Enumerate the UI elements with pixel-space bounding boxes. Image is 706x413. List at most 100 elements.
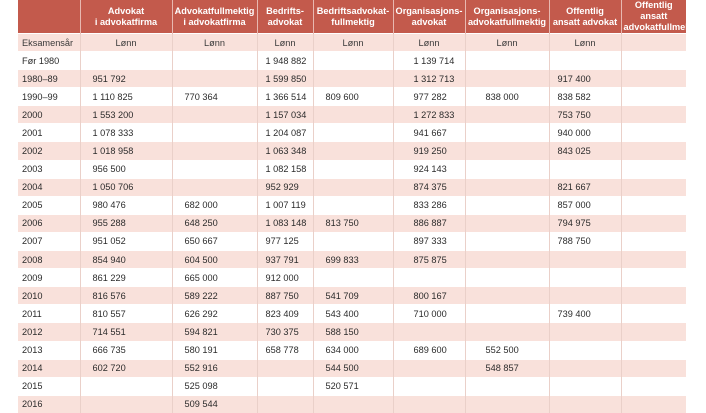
salary-cell: 594 821	[171, 322, 257, 341]
table-row: 1980–89 951 792 1 599 850 1 312 713 917 400	[18, 69, 686, 88]
salary-cell	[548, 394, 621, 413]
salary-cell	[620, 376, 686, 396]
column-subheader: Lønn	[464, 33, 549, 52]
salary-cell	[256, 376, 313, 396]
column-header: Offentlig ansatt advokat	[548, 0, 621, 34]
table-row: 2015 525 098 520 571	[18, 376, 686, 396]
table-row: Før 1980 1 948 882 1 139 714	[18, 50, 686, 70]
salary-cell: 1 078 333	[79, 123, 172, 142]
salary-cell	[464, 177, 549, 197]
subheader-row: Eksamensår Lønn Lønn Lønn Lønn Lønn Lønn Lønn	[18, 33, 686, 52]
salary-cell	[464, 69, 549, 88]
salary-cell	[620, 304, 686, 323]
salary-cell: 857 000	[548, 195, 621, 215]
salary-cell: 1 050 706	[79, 177, 172, 197]
salary-cell: 897 333	[392, 231, 465, 251]
salary-cell	[464, 250, 549, 269]
row-year-label: 2006	[18, 213, 80, 233]
salary-cell: 710 000	[392, 304, 465, 323]
salary-cell: 1 204 087	[256, 123, 313, 142]
column-header: Advokat i advokatfirma	[79, 0, 172, 34]
salary-cell: 714 551	[79, 322, 172, 341]
salary-cell: 541 709	[312, 286, 393, 305]
header-corner-cell	[18, 0, 80, 34]
row-year-label: 2009	[18, 268, 80, 287]
salary-cell: 1 007 119	[256, 195, 313, 215]
salary-cell	[312, 105, 393, 124]
salary-cell	[171, 105, 257, 124]
salary-cell: 977 282	[392, 87, 465, 106]
salary-cell: 520 571	[312, 376, 393, 396]
salary-cell	[312, 177, 393, 197]
table-row: 2002 1 018 958 1 063 348 919 250 843 025	[18, 141, 686, 161]
salary-cell	[620, 394, 686, 413]
table-row: 2012 714 551 594 821 730 375 588 150	[18, 322, 686, 341]
salary-cell	[312, 50, 393, 70]
salary-cell: 1 063 348	[256, 141, 313, 161]
salary-cell	[464, 231, 549, 251]
salary-cell: 1 366 514	[256, 87, 313, 106]
salary-cell: 800 167	[392, 286, 465, 305]
row-year-label: 1990–99	[18, 87, 80, 106]
salary-cell	[171, 141, 257, 161]
salary-cell	[312, 123, 393, 142]
row-year-label: 2014	[18, 358, 80, 378]
salary-cell	[620, 195, 686, 215]
salary-cell	[620, 177, 686, 197]
salary-cell	[464, 141, 549, 161]
salary-cell: 794 975	[548, 213, 621, 233]
table-row: 2008 854 940 604 500 937 791 699 833 875 875	[18, 250, 686, 269]
row-year-label: 2010	[18, 286, 80, 305]
salary-cell	[392, 358, 465, 378]
salary-cell: 1 272 833	[392, 105, 465, 124]
salary-cell: 552 916	[171, 358, 257, 378]
salary-cell: 682 000	[171, 195, 257, 215]
salary-cell	[464, 322, 549, 341]
salary-cell: 951 792	[79, 69, 172, 88]
salary-cell: 810 557	[79, 304, 172, 323]
salary-cell: 924 143	[392, 159, 465, 179]
salary-cell	[464, 123, 549, 142]
header-row: Advokat i advokatfirma Advokatfullmektig …	[18, 0, 702, 34]
salary-cell	[548, 322, 621, 341]
table-header: Advokat i advokatfirma Advokatfullmektig …	[18, 0, 702, 52]
salary-cell	[548, 376, 621, 396]
salary-cell	[620, 123, 686, 142]
row-year-label: 2007	[18, 231, 80, 251]
salary-cell: 917 400	[548, 69, 621, 88]
salary-cell: 665 000	[171, 268, 257, 287]
row-year-label: 2012	[18, 322, 80, 341]
table-row: 2004 1 050 706 952 929 874 375 821 667	[18, 177, 686, 197]
salary-cell	[620, 268, 686, 287]
salary-cell	[464, 286, 549, 305]
salary-cell	[620, 231, 686, 251]
table-row: 1990–99 1 110 825 770 364 1 366 514 809 600 9…	[18, 87, 686, 106]
row-year-label: 2005	[18, 195, 80, 215]
row-year-label: 2013	[18, 340, 80, 360]
salary-cell: 602 720	[79, 358, 172, 378]
salary-cell: 1 083 148	[256, 213, 313, 233]
column-subheader: Lønn	[79, 33, 172, 52]
salary-cell	[171, 177, 257, 197]
salary-cell	[171, 50, 257, 70]
salary-cell	[548, 159, 621, 179]
column-header: Bedrifts- advokat	[256, 0, 313, 34]
column-subheader	[620, 33, 686, 52]
salary-cell: 689 600	[392, 340, 465, 360]
salary-cell: 648 250	[171, 213, 257, 233]
salary-cell: 838 000	[464, 87, 549, 106]
salary-cell: 956 500	[79, 159, 172, 179]
salary-cell	[312, 268, 393, 287]
salary-cell: 861 229	[79, 268, 172, 287]
row-year-label: 2011	[18, 304, 80, 323]
salary-cell: 1 312 713	[392, 69, 465, 88]
row-year-label: 1980–89	[18, 69, 80, 88]
salary-cell: 1 599 850	[256, 69, 313, 88]
salary-cell	[79, 394, 172, 413]
row-year-label: 2000	[18, 105, 80, 124]
salary-cell: 875 875	[392, 250, 465, 269]
salary-cell: 770 364	[171, 87, 257, 106]
salary-cell	[79, 376, 172, 396]
salary-cell: 525 098	[171, 376, 257, 396]
salary-cell	[548, 50, 621, 70]
